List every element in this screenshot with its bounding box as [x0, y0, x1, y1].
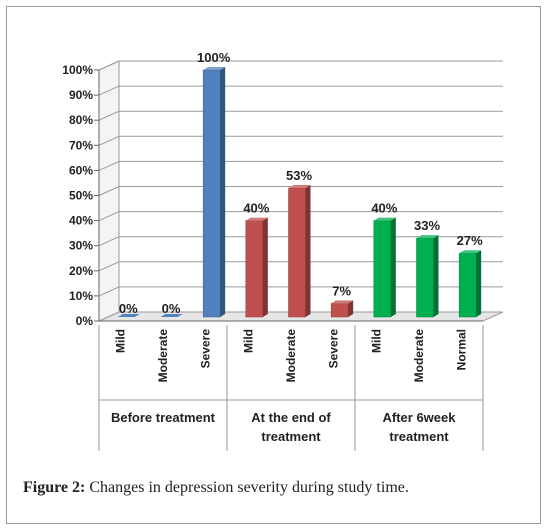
data-label: 53% — [286, 168, 312, 183]
y-tick-label: 70% — [69, 138, 93, 152]
gridline-side — [98, 160, 120, 171]
bar-front — [458, 252, 477, 318]
bar-front — [245, 220, 264, 318]
x-category-label: Mild — [241, 329, 255, 353]
y-tick-label: 30% — [69, 239, 93, 253]
y-tick-label: 10% — [69, 289, 93, 303]
x-category-label: Moderate — [284, 329, 298, 383]
y-tick-label: 100% — [62, 63, 93, 77]
bar-side — [262, 217, 268, 317]
bar-side — [476, 250, 482, 317]
bar-top — [245, 217, 268, 221]
data-label: 0% — [119, 301, 138, 316]
y-tick-label: 90% — [69, 88, 93, 102]
data-label: 7% — [332, 283, 351, 298]
gridline-side — [98, 286, 120, 297]
gridline-side — [98, 110, 120, 121]
y-tick-label: 50% — [69, 189, 93, 203]
x-group-label: After 6week — [383, 410, 457, 425]
y-tick-label: 60% — [69, 163, 93, 177]
bar-front — [416, 237, 434, 318]
bar-flat — [160, 314, 183, 317]
data-label: 40% — [243, 201, 269, 216]
gridline-side — [98, 60, 120, 71]
y-tick-label: 0% — [76, 314, 94, 328]
x-category-label: Moderate — [412, 329, 426, 383]
gridline-side — [98, 261, 120, 272]
bar-side — [305, 184, 311, 317]
bar-flat — [117, 314, 140, 317]
bar-front — [330, 303, 349, 318]
bar-top — [288, 184, 311, 188]
data-label: 33% — [414, 218, 440, 233]
bar-side — [348, 300, 354, 317]
figure-caption: Figure 2: Changes in depression severity… — [23, 479, 409, 497]
bar-top — [331, 300, 354, 304]
caption-text: Changes in depression severity during st… — [85, 479, 409, 496]
figure-frame: 0% 10% 20% 30% 40% 50% 60% 70% 80% 90% 100% 0% Mild 0… — [6, 6, 541, 524]
y-tick-label: 80% — [69, 113, 93, 127]
x-group-label: treatment — [261, 429, 321, 444]
bar-top — [416, 235, 439, 239]
bar-front — [288, 187, 306, 318]
x-category-label: Mild — [369, 329, 383, 353]
data-label: 27% — [457, 233, 483, 248]
bar-front — [373, 220, 392, 318]
y-tick-label: 20% — [69, 264, 93, 278]
data-label: 0% — [162, 301, 181, 316]
gridline-side — [98, 85, 120, 96]
caption-label: Figure 2: — [23, 479, 86, 496]
bar-chart: 0% 10% 20% 30% 40% 50% 60% 70% 80% 90% 100% 0% Mild 0… — [62, 50, 504, 451]
data-label: 100% — [197, 50, 231, 65]
x-category-label: Moderate — [156, 329, 170, 383]
x-category-label: Mild — [113, 329, 127, 353]
gridline-side — [98, 236, 120, 247]
x-category-label: Severe — [199, 329, 213, 369]
gridline-side — [98, 135, 120, 146]
x-group-label: treatment — [389, 429, 449, 444]
x-category-label: Normal — [455, 329, 469, 370]
bar-top — [203, 67, 226, 70]
data-label: 40% — [371, 201, 397, 216]
bar-top — [459, 250, 482, 254]
bar-front — [202, 69, 221, 318]
bar-top — [373, 217, 396, 221]
bar-side — [433, 235, 439, 317]
bar-side — [220, 67, 226, 317]
x-group-label: At the end of — [251, 410, 331, 425]
gridline-side — [98, 211, 120, 222]
x-group-label: Before treatment — [111, 410, 216, 425]
bar-side — [390, 217, 396, 317]
x-category-label: Severe — [327, 329, 341, 369]
y-tick-label: 40% — [69, 214, 93, 228]
gridline-side — [98, 186, 120, 196]
